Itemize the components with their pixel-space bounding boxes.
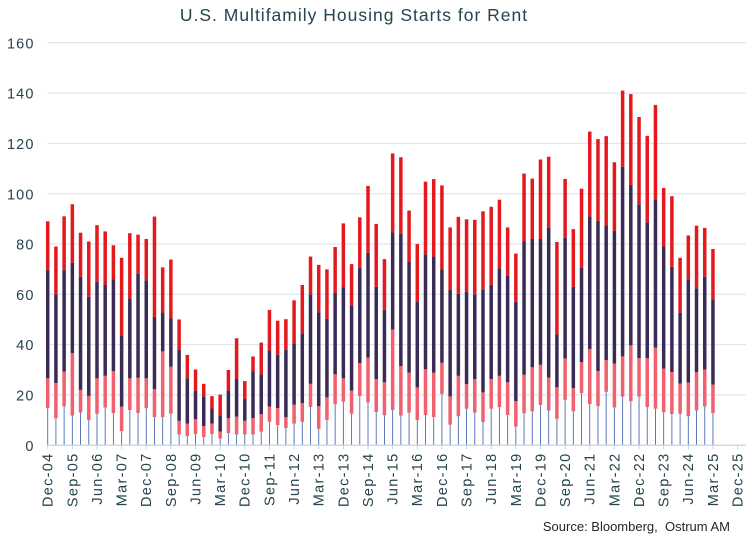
svg-text:Sep-23: Sep-23 — [657, 453, 673, 508]
svg-text:160: 160 — [7, 36, 35, 52]
svg-text:Mar-13: Mar-13 — [312, 453, 328, 507]
svg-text:Sep-20: Sep-20 — [558, 453, 574, 508]
svg-text:Dec-19: Dec-19 — [533, 453, 549, 508]
svg-text:Sep-05: Sep-05 — [65, 453, 81, 508]
svg-text:Jun-24: Jun-24 — [681, 453, 697, 505]
svg-text:Jun-18: Jun-18 — [484, 453, 500, 505]
svg-text:Jun-09: Jun-09 — [188, 453, 204, 505]
svg-text:Jun-15: Jun-15 — [386, 453, 402, 505]
svg-text:140: 140 — [7, 87, 35, 103]
svg-text:Mar-25: Mar-25 — [706, 453, 722, 507]
svg-text:20: 20 — [16, 389, 34, 405]
svg-text:80: 80 — [16, 238, 34, 254]
svg-text:Dec-04: Dec-04 — [41, 453, 57, 508]
svg-text:Mar-07: Mar-07 — [115, 453, 131, 507]
svg-text:0: 0 — [25, 439, 34, 455]
svg-text:100: 100 — [7, 187, 35, 203]
svg-text:Dec-16: Dec-16 — [435, 453, 451, 508]
svg-text:Dec-13: Dec-13 — [336, 453, 352, 508]
svg-text:U.S. Multifamily Housing Start: U.S. Multifamily Housing Starts for Rent — [180, 5, 528, 25]
svg-text:Dec-25: Dec-25 — [731, 453, 747, 508]
svg-text:Jun-21: Jun-21 — [583, 453, 599, 505]
svg-text:Mar-16: Mar-16 — [410, 453, 426, 507]
svg-text:Mar-10: Mar-10 — [213, 453, 229, 507]
svg-text:Mar-22: Mar-22 — [607, 453, 623, 507]
svg-text:Source: Bloomberg, Ostrum AM: Source: Bloomberg, Ostrum AM — [543, 519, 730, 534]
svg-text:120: 120 — [7, 137, 35, 153]
svg-text:Sep-14: Sep-14 — [361, 453, 377, 508]
svg-text:Mar-19: Mar-19 — [509, 453, 525, 507]
svg-text:60: 60 — [16, 288, 34, 304]
svg-text:Jun-06: Jun-06 — [90, 453, 106, 505]
svg-text:Sep-11: Sep-11 — [262, 453, 278, 506]
svg-text:Sep-08: Sep-08 — [164, 453, 180, 508]
svg-text:Dec-07: Dec-07 — [139, 453, 155, 508]
svg-text:Dec-10: Dec-10 — [238, 453, 254, 508]
svg-text:40: 40 — [16, 338, 34, 354]
svg-text:Sep-17: Sep-17 — [459, 453, 475, 508]
svg-text:Jun-12: Jun-12 — [287, 453, 303, 505]
svg-text:Dec-22: Dec-22 — [632, 453, 648, 508]
